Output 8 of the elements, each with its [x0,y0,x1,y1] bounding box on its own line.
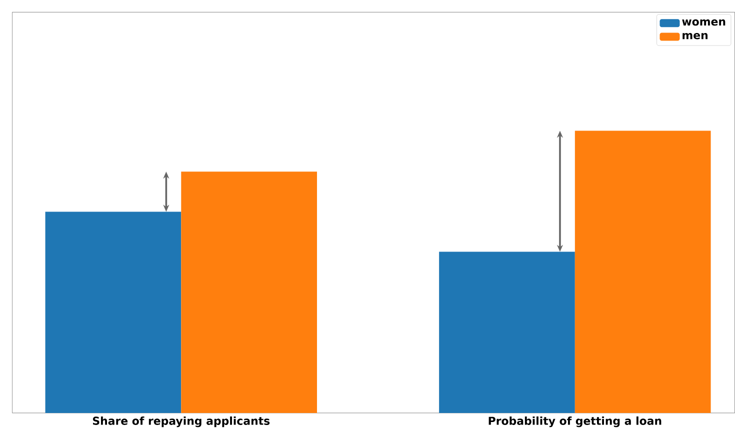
bar [574,130,711,413]
legend-label: women [682,19,726,26]
legend-label: men [682,32,708,40]
bar [45,212,182,413]
x-tick-label: Share of repaying applicants [92,416,270,428]
x-tick-label: Probability of getting a loan [488,416,662,428]
bar [181,172,317,413]
bar [439,252,575,413]
